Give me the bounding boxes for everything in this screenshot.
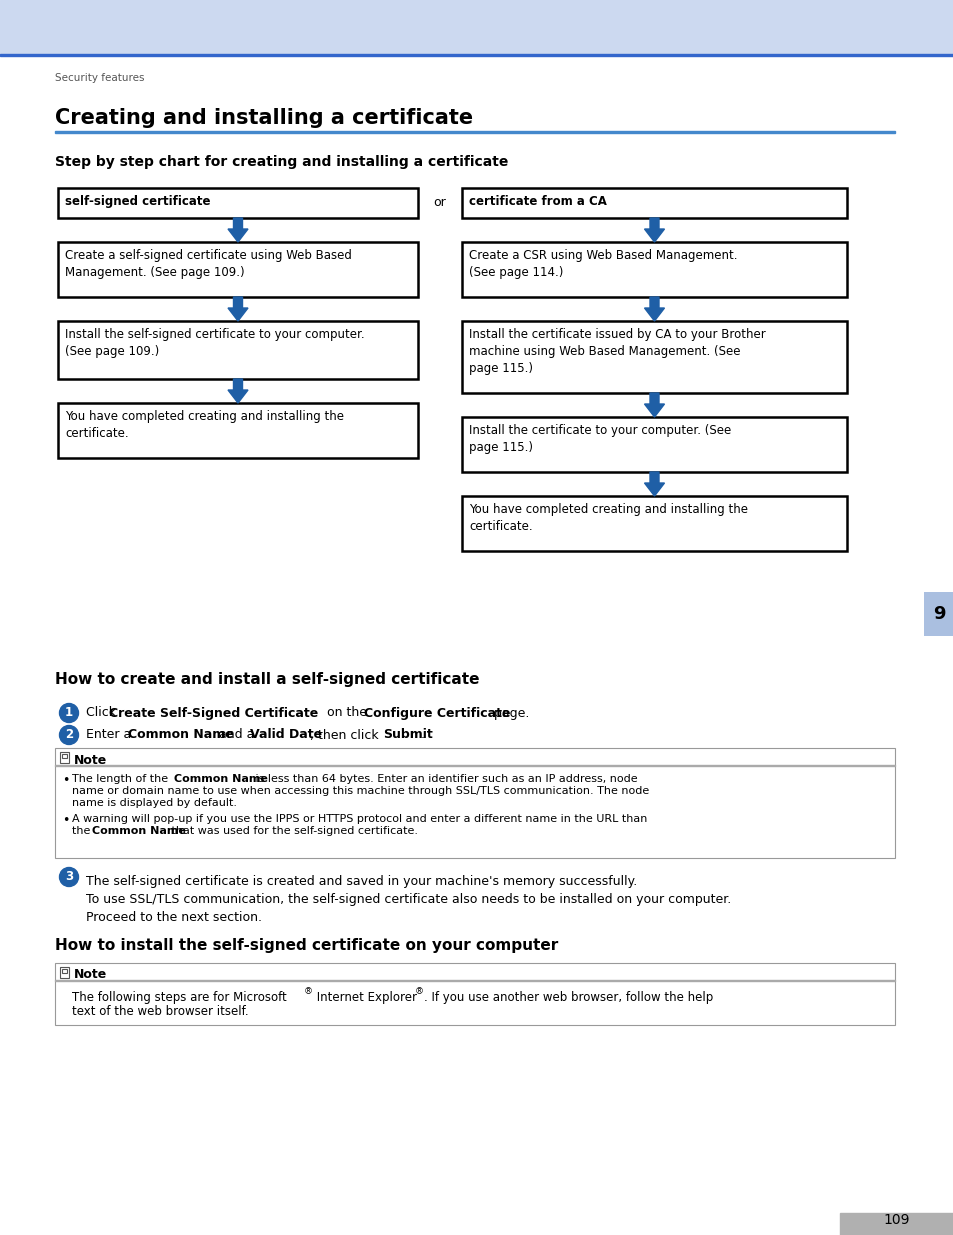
- Text: •: •: [62, 814, 70, 827]
- Text: 109: 109: [882, 1213, 909, 1228]
- Text: Common Name: Common Name: [91, 826, 186, 836]
- Polygon shape: [644, 472, 664, 496]
- Text: . If you use another web browser, follow the help: . If you use another web browser, follow…: [423, 990, 713, 1004]
- Text: Create Self-Signed Certificate: Create Self-Signed Certificate: [109, 706, 318, 720]
- Bar: [60, 967, 69, 978]
- Text: name is displayed by default.: name is displayed by default.: [71, 798, 236, 808]
- Bar: [461, 188, 846, 219]
- Text: Step by step chart for creating and installing a certificate: Step by step chart for creating and inst…: [55, 156, 508, 169]
- Bar: [461, 242, 846, 296]
- Text: text of the web browser itself.: text of the web browser itself.: [71, 1005, 249, 1018]
- Text: the: the: [71, 826, 93, 836]
- Circle shape: [59, 704, 78, 722]
- Text: Create a self-signed certificate using Web Based
Management. (See page 109.): Create a self-signed certificate using W…: [65, 249, 352, 279]
- Bar: [923, 592, 953, 636]
- Bar: [58, 403, 417, 458]
- Text: ®: ®: [415, 987, 423, 995]
- Text: A warning will pop-up if you use the IPPS or HTTPS protocol and enter a differen: A warning will pop-up if you use the IPP…: [71, 814, 647, 824]
- Text: The following steps are for Microsoft: The following steps are for Microsoft: [71, 990, 287, 1004]
- Text: name or domain name to use when accessing this machine through SSL/TLS communica: name or domain name to use when accessin…: [71, 785, 649, 797]
- Bar: [55, 748, 894, 858]
- Text: on the: on the: [323, 706, 371, 720]
- Circle shape: [59, 725, 78, 745]
- Text: Valid Date: Valid Date: [250, 729, 322, 741]
- Text: Configure Certificate: Configure Certificate: [364, 706, 510, 720]
- Text: .: .: [420, 729, 424, 741]
- Polygon shape: [644, 296, 664, 321]
- Bar: [62, 755, 67, 758]
- Text: Common Name: Common Name: [173, 774, 268, 784]
- Text: Install the certificate issued by CA to your Brother
machine using Web Based Man: Install the certificate issued by CA to …: [469, 329, 765, 375]
- Text: certificate from a CA: certificate from a CA: [469, 195, 606, 207]
- Circle shape: [59, 867, 78, 887]
- Text: Note: Note: [74, 753, 107, 767]
- Text: How to create and install a self-signed certificate: How to create and install a self-signed …: [55, 672, 479, 687]
- Text: Install the certificate to your computer. (See
page 115.): Install the certificate to your computer…: [469, 424, 731, 454]
- Bar: [55, 963, 894, 1025]
- Text: The self-signed certificate is created and saved in your machine's memory succes: The self-signed certificate is created a…: [86, 876, 731, 924]
- Text: 3: 3: [65, 871, 73, 883]
- Text: Enter a: Enter a: [86, 729, 135, 741]
- Text: Creating and installing a certificate: Creating and installing a certificate: [55, 107, 473, 128]
- Text: Install the self-signed certificate to your computer.
(See page 109.): Install the self-signed certificate to y…: [65, 329, 364, 358]
- Text: Internet Explorer: Internet Explorer: [313, 990, 416, 1004]
- Text: or: or: [433, 196, 445, 210]
- Text: You have completed creating and installing the
certificate.: You have completed creating and installi…: [65, 410, 344, 440]
- Text: self-signed certificate: self-signed certificate: [65, 195, 211, 207]
- Text: page.: page.: [490, 706, 529, 720]
- Text: Common Name: Common Name: [128, 729, 233, 741]
- Text: Security features: Security features: [55, 73, 144, 83]
- Text: Submit: Submit: [382, 729, 433, 741]
- Bar: [840, 1213, 953, 1235]
- Text: 2: 2: [65, 729, 73, 741]
- Bar: [58, 321, 417, 379]
- Text: ®: ®: [304, 987, 313, 995]
- Text: that was used for the self-signed certificate.: that was used for the self-signed certif…: [168, 826, 417, 836]
- Text: is less than 64 bytes. Enter an identifier such as an IP address, node: is less than 64 bytes. Enter an identifi…: [252, 774, 637, 784]
- Text: Note: Note: [74, 968, 107, 982]
- Bar: [55, 131, 894, 133]
- Polygon shape: [644, 393, 664, 417]
- Text: Create a CSR using Web Based Management.
(See page 114.): Create a CSR using Web Based Management.…: [469, 249, 737, 279]
- Text: 9: 9: [932, 605, 944, 622]
- Text: and a: and a: [214, 729, 258, 741]
- Polygon shape: [228, 219, 248, 242]
- Text: You have completed creating and installing the
certificate.: You have completed creating and installi…: [469, 503, 747, 534]
- Bar: [0, 54, 953, 56]
- Text: 1: 1: [65, 706, 73, 720]
- Bar: [58, 242, 417, 296]
- Bar: [461, 496, 846, 551]
- Bar: [461, 321, 846, 393]
- Text: How to install the self-signed certificate on your computer: How to install the self-signed certifica…: [55, 939, 558, 953]
- Polygon shape: [644, 219, 664, 242]
- Bar: [461, 417, 846, 472]
- Bar: [58, 188, 417, 219]
- Text: •: •: [62, 774, 70, 787]
- Polygon shape: [228, 379, 248, 403]
- Text: , then click: , then click: [310, 729, 382, 741]
- Bar: [0, 0, 953, 56]
- Bar: [62, 969, 67, 973]
- Polygon shape: [228, 296, 248, 321]
- Bar: [60, 752, 69, 763]
- Text: The length of the: The length of the: [71, 774, 172, 784]
- Text: Click: Click: [86, 706, 120, 720]
